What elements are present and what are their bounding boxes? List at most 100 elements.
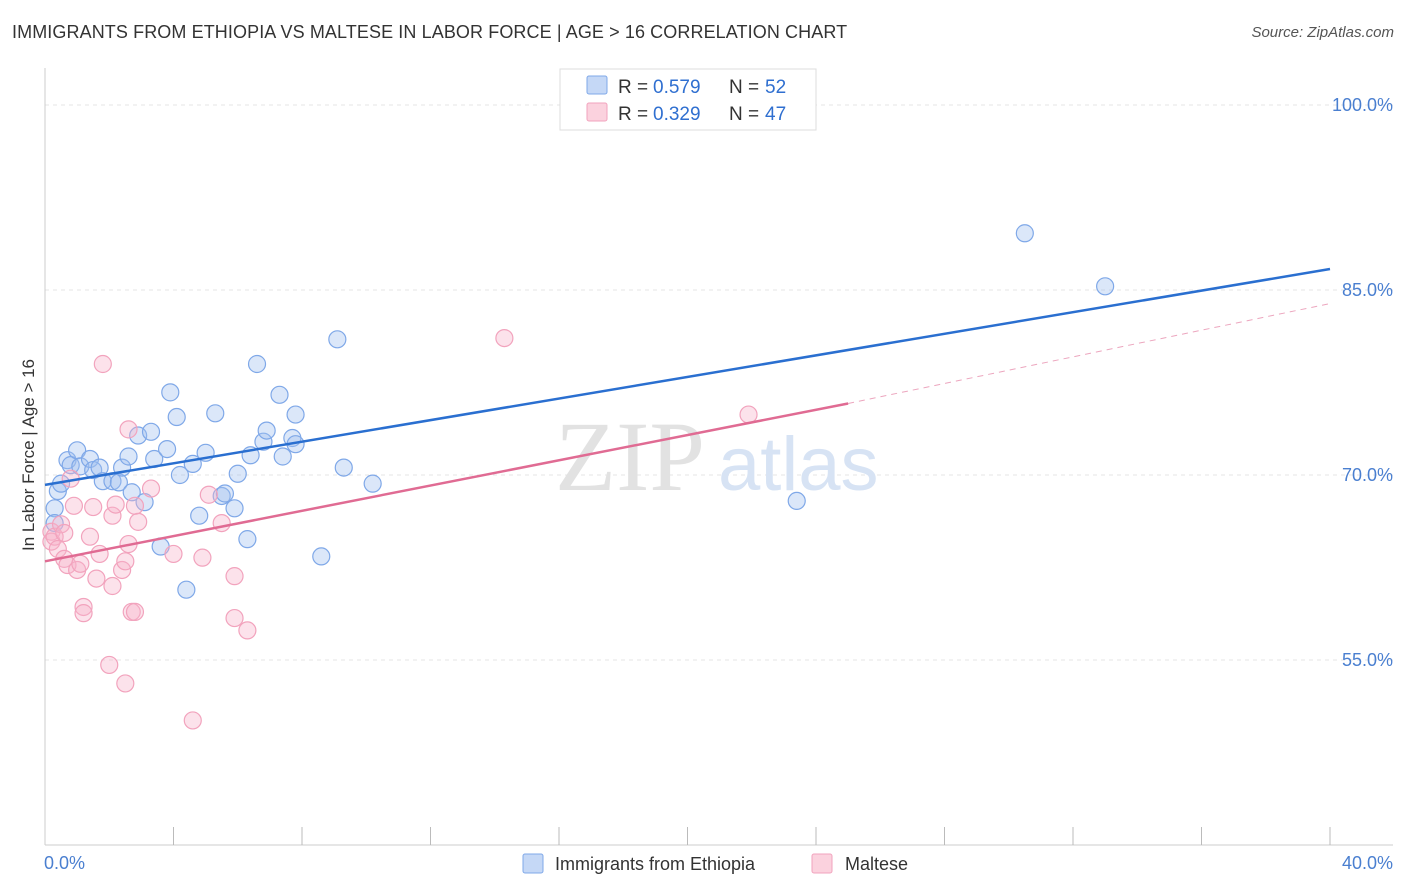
y-tick-label: 85.0% xyxy=(1342,280,1393,300)
legend-r-value-2: 0.329 xyxy=(653,104,701,125)
source-label: Source: ZipAtlas.com xyxy=(1251,24,1394,41)
legend-n-value-1: 52 xyxy=(765,77,786,98)
maltese-point xyxy=(84,497,103,517)
ethiopia-point xyxy=(257,421,276,440)
ethiopia-point xyxy=(119,447,138,466)
trend-line-ethiopia xyxy=(44,267,1331,487)
ethiopia-point xyxy=(228,464,247,483)
legend-r-label-1: R = xyxy=(618,77,648,98)
maltese-point xyxy=(495,329,514,348)
maltese-point xyxy=(93,354,112,374)
ethiopia-point xyxy=(212,486,231,506)
trend-line-maltese xyxy=(44,402,849,563)
ethiopia-point xyxy=(225,499,244,518)
axes xyxy=(44,68,1393,846)
maltese-point xyxy=(103,576,122,596)
bottom-legend-swatch-ethiopia xyxy=(522,853,544,874)
legend-r-label-2: R = xyxy=(618,104,648,125)
maltese-point xyxy=(42,522,61,541)
maltese-point xyxy=(739,405,758,424)
maltese-point xyxy=(183,711,202,730)
ethiopia-point xyxy=(363,474,382,493)
ethiopia-point xyxy=(273,447,292,466)
maltese-point xyxy=(48,539,67,559)
legend-r-value-1: 0.579 xyxy=(653,77,701,98)
ethiopia-point xyxy=(286,405,305,424)
ethiopia-point xyxy=(109,473,128,492)
maltese-point xyxy=(116,552,135,571)
maltese-point xyxy=(74,604,93,623)
ethiopia-point xyxy=(157,440,177,459)
bottom-legend-ethiopia: Immigrants from Ethiopia xyxy=(555,854,756,874)
ethiopia-point xyxy=(1015,224,1034,243)
trend-line-maltese-extension xyxy=(848,303,1331,404)
maltese-point xyxy=(87,569,106,588)
maltese-point xyxy=(141,479,161,498)
legend-n-value-2: 47 xyxy=(765,104,786,125)
ethiopia-point xyxy=(170,465,190,485)
series-maltese-points xyxy=(42,329,758,730)
series-ethiopia-points xyxy=(45,224,1115,599)
ethiopia-point xyxy=(787,491,806,510)
ethiopia-point xyxy=(122,483,141,502)
bottom-legend-swatch-maltese xyxy=(811,853,833,874)
y-axis-label: In Labor Force | Age > 16 xyxy=(19,359,38,551)
y-tick-label: 100.0% xyxy=(1332,95,1393,115)
y-tick-labels: 100.0% 85.0% 70.0% 55.0% xyxy=(1332,95,1393,670)
maltese-point xyxy=(164,544,183,564)
legend-n-label-2: N = xyxy=(729,104,759,125)
maltese-point xyxy=(64,496,84,515)
maltese-point xyxy=(238,621,257,640)
ethiopia-point xyxy=(270,385,289,404)
maltese-point xyxy=(116,674,135,693)
maltese-point xyxy=(125,496,145,515)
watermark: ZIP atlas xyxy=(555,401,879,512)
ethiopia-point xyxy=(167,407,186,427)
maltese-point xyxy=(225,608,244,628)
maltese-point xyxy=(225,567,244,586)
legend-swatch-maltese xyxy=(586,102,608,122)
ethiopia-point xyxy=(215,484,234,503)
y-tick-label: 55.0% xyxy=(1342,650,1393,670)
maltese-point xyxy=(80,527,100,546)
ethiopia-point xyxy=(190,506,209,525)
maltese-point xyxy=(103,506,122,525)
ethiopia-point xyxy=(254,432,273,451)
ethiopia-point xyxy=(334,458,353,477)
maltese-point xyxy=(71,554,90,573)
x-max-label: 40.0% xyxy=(1342,853,1393,873)
ethiopia-point xyxy=(141,422,161,441)
ethiopia-point xyxy=(161,383,180,402)
maltese-point xyxy=(55,523,74,543)
ethiopia-point xyxy=(177,580,196,599)
x-min-label: 0.0% xyxy=(44,853,85,873)
legend-box: R = 0.579 N = 52 R = 0.329 N = 47 xyxy=(559,68,817,131)
legend-swatch-ethiopia xyxy=(586,75,608,95)
maltese-point xyxy=(106,495,125,514)
bottom-legend-maltese: Maltese xyxy=(845,854,908,874)
ethiopia-point xyxy=(328,330,347,349)
ethiopia-point xyxy=(45,499,64,518)
chart-title: IMMIGRANTS FROM ETHIOPIA VS MALTESE IN L… xyxy=(12,22,848,42)
y-tick-label: 70.0% xyxy=(1342,465,1393,485)
ethiopia-point xyxy=(247,354,267,374)
maltese-point xyxy=(90,544,109,564)
trend-lines xyxy=(44,267,1331,563)
maltese-point xyxy=(119,420,138,439)
maltese-point xyxy=(193,548,212,567)
legend-n-label-1: N = xyxy=(729,77,759,98)
maltese-point xyxy=(212,513,231,533)
maltese-point xyxy=(42,532,61,551)
ethiopia-point xyxy=(206,404,225,423)
ethiopia-point xyxy=(1096,277,1115,296)
bottom-legend: Immigrants from Ethiopia Maltese xyxy=(522,853,908,874)
ethiopia-point xyxy=(312,547,331,566)
maltese-point xyxy=(100,655,119,675)
maltese-point xyxy=(125,602,145,622)
ethiopia-point xyxy=(238,530,257,549)
maltese-point xyxy=(129,512,148,531)
maltese-point xyxy=(74,597,93,617)
grid-lines xyxy=(45,104,1393,661)
maltese-point xyxy=(199,485,218,504)
